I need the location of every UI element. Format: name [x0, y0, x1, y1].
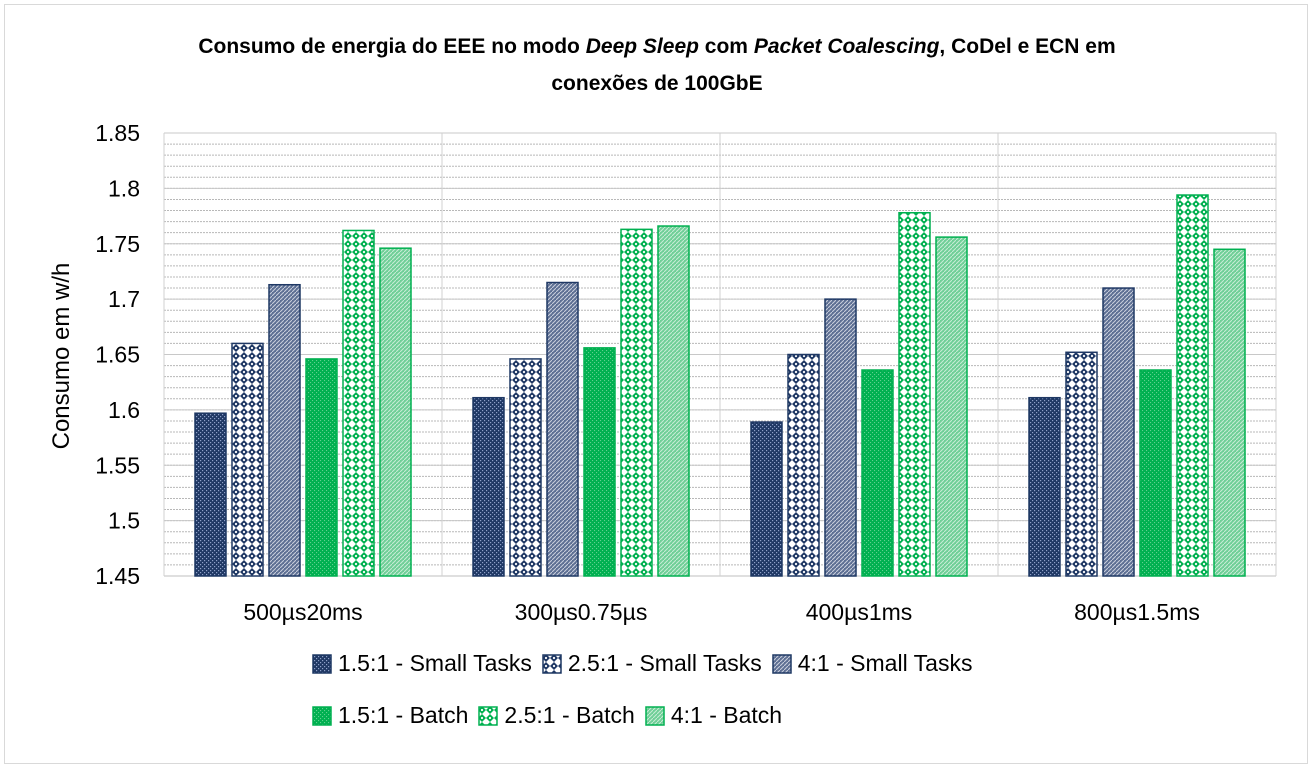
legend-label: 2.5:1 - Small Tasks	[567, 650, 762, 676]
y-tick-label: 1.75	[95, 231, 140, 257]
bar-2-3	[787, 353, 820, 577]
bar-5-2	[620, 228, 653, 577]
legend-swatch	[772, 653, 792, 674]
bar-2-4	[1065, 351, 1098, 577]
legend-item: 1.5:1 - Batch	[312, 702, 468, 729]
title-part-0: Consumo de energia do EEE no modo	[198, 35, 586, 58]
legend-item: 2.5:1 - Small Tasks	[542, 650, 762, 677]
bar-6-2	[657, 225, 690, 577]
chart-title-line-2: conexões de 100GbE	[551, 72, 763, 95]
bar-2-2	[509, 358, 542, 577]
bar-4-4	[1139, 369, 1172, 577]
bar-5-4	[1176, 194, 1209, 577]
x-tick-labels: 500µs20ms 300µs0.75µs 400µs1ms 800µs1.5ms	[243, 599, 1200, 625]
bars	[194, 194, 1246, 577]
bar-3-4	[1102, 287, 1135, 577]
bar-6-4	[1213, 248, 1246, 577]
x-tick-label: 500µs20ms	[243, 599, 362, 625]
chart-title: Consumo de energia do EEE no modo Deep S…	[0, 28, 1314, 102]
legend-label: 2.5:1 - Batch	[504, 702, 635, 728]
legend-swatch	[312, 653, 332, 674]
y-tick-label: 1.8	[108, 175, 140, 201]
bar-5-1	[342, 229, 375, 577]
y-tick-label: 1.45	[95, 563, 140, 589]
legend-swatch	[542, 653, 562, 674]
bar-2-1	[231, 342, 264, 577]
chart-title-line-1: Consumo de energia do EEE no modo Deep S…	[0, 28, 1314, 65]
y-tick-label: 1.55	[95, 452, 140, 478]
bar-1-3	[750, 421, 783, 577]
legend-label: 4:1 - Batch	[670, 702, 783, 728]
bar-6-3	[935, 236, 968, 577]
legend-swatch	[478, 705, 499, 726]
bar-1-2	[472, 396, 505, 577]
legend-swatch	[312, 705, 332, 726]
bar-5-3	[898, 211, 931, 577]
legend-label: 1.5:1 - Small Tasks	[338, 650, 532, 676]
legend-item: 4:1 - Batch	[645, 702, 782, 729]
legend-label: 1.5:1 - Batch	[338, 702, 469, 728]
bar-4-2	[583, 347, 616, 577]
y-tick-label: 1.65	[95, 342, 140, 368]
bar-3-1	[268, 283, 301, 577]
legend-swatch	[645, 705, 665, 726]
bar-4-3	[861, 369, 894, 577]
legend-item: 1.5:1 - Small Tasks	[312, 650, 532, 677]
y-tick-label: 1.6	[108, 397, 140, 423]
bar-3-3	[824, 298, 857, 577]
y-tick-label: 1.85	[95, 120, 140, 146]
x-tick-label: 800µs1.5ms	[1074, 599, 1200, 625]
legend-label: 4:1 - Small Tasks	[797, 650, 973, 676]
title-part-1: Deep Sleep	[585, 35, 699, 58]
bar-1-1	[194, 412, 227, 577]
bar-1-4	[1028, 396, 1061, 577]
bar-6-1	[379, 247, 412, 577]
legend-row-small-tasks: 1.5:1 - Small Tasks 2.5:1 - Small Tasks 4:…	[312, 650, 982, 677]
title-part-3: Packet Coalescing	[753, 35, 940, 58]
title-part-4: , CoDel e ECN em	[939, 35, 1116, 58]
x-tick-label: 300µs0.75µs	[515, 599, 648, 625]
legend-row-batch: 1.5:1 - Batch 2.5:1 - Batch 4:1 - Batch	[312, 702, 792, 729]
legend-item: 4:1 - Small Tasks	[772, 650, 973, 677]
x-tick-label: 400µs1ms	[806, 599, 913, 625]
legend-item: 2.5:1 - Batch	[478, 702, 635, 729]
bar-4-1	[305, 358, 338, 577]
y-tick-label: 1.7	[108, 286, 140, 312]
title-part-2: com	[698, 35, 754, 58]
y-tick-label: 1.5	[108, 508, 140, 534]
bar-3-2	[546, 281, 579, 577]
category-separators	[163, 133, 1277, 576]
y-tick-labels: 1.45 1.5 1.55 1.6 1.65 1.7 1.75 1.8 1.85	[95, 120, 140, 589]
